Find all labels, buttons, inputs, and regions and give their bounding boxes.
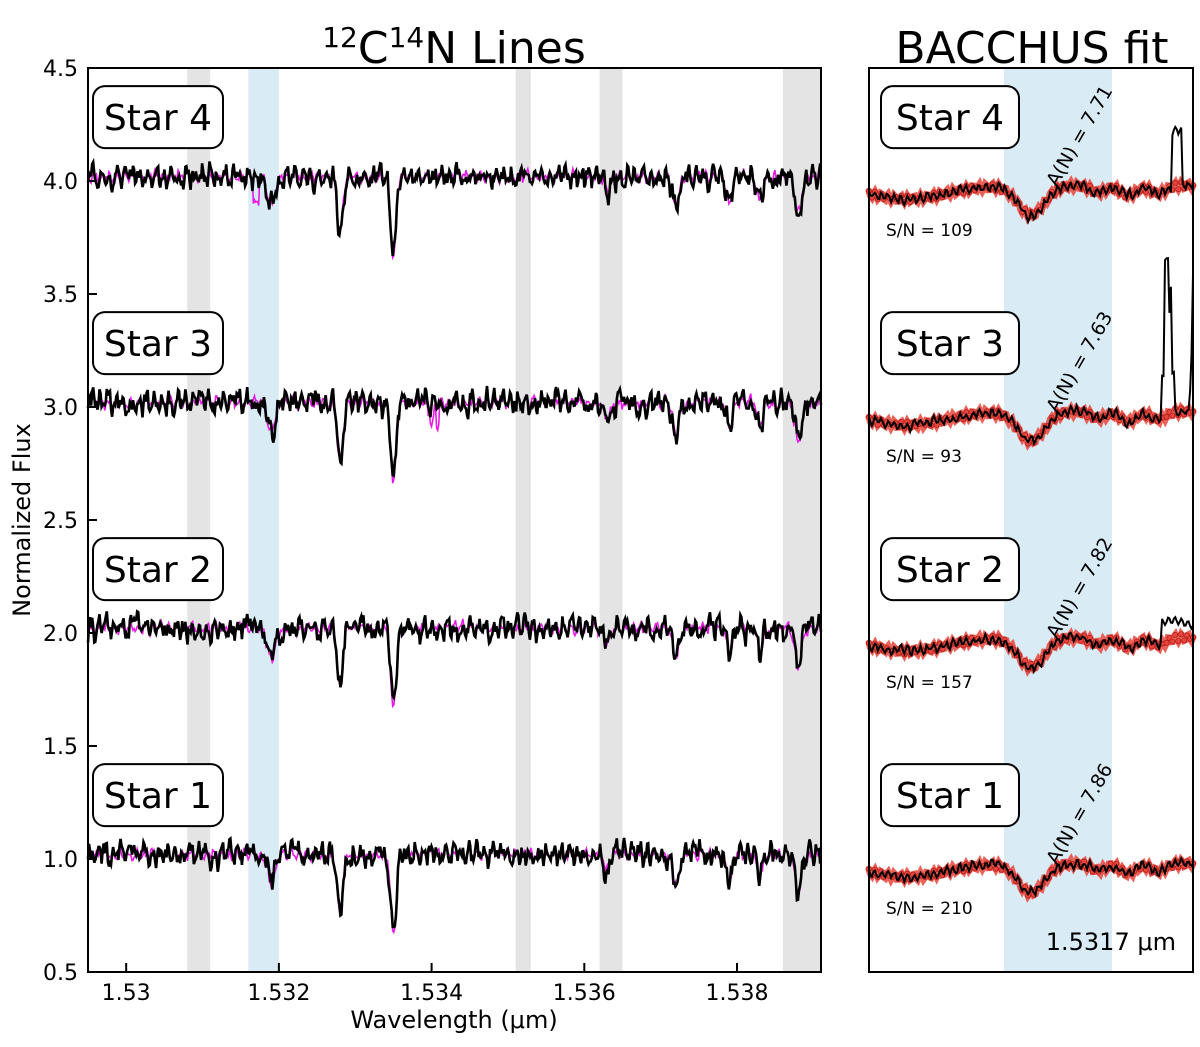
- masked-band-4: [782, 68, 821, 972]
- star-label-star-3: Star 3: [104, 324, 212, 365]
- fit-point: [1172, 632, 1179, 638]
- observed-spectrum-3: [86, 384, 823, 478]
- fit-star-label-box: [880, 537, 1020, 602]
- fit-point: [1163, 413, 1170, 420]
- x-tick-label: 1.534: [400, 981, 463, 1006]
- fit-star-label-box: [880, 311, 1020, 376]
- y-tick-label: 0.5: [43, 961, 78, 986]
- title-element-c: C: [358, 23, 389, 74]
- observed-spectrum-1: [86, 835, 822, 929]
- fit-star-label-box: [880, 85, 1020, 150]
- y-tick-label: 2.5: [43, 509, 78, 534]
- fit-point: [1175, 638, 1182, 644]
- left-chart-title: 12C14N Lines: [322, 21, 586, 74]
- y-tick-label: 4.0: [43, 170, 78, 195]
- right-chart-title: BACCHUS fit: [895, 23, 1168, 74]
- snr-label: S/N = 93: [886, 447, 962, 467]
- x-tick-label: 1.538: [706, 981, 769, 1006]
- observed-spectrum-2: [86, 609, 823, 702]
- y-tick-label: 3.5: [43, 283, 78, 308]
- star-label-box: [92, 311, 224, 376]
- snr-label: S/N = 210: [886, 899, 973, 919]
- left-axes: 0.5 1.0 1.5 2.0 2.5 3.0 3.5 4.0 4.5 1.53 1.532 1.53…: [43, 57, 769, 1006]
- star-label-box: [92, 763, 224, 828]
- masked-band-3: [599, 68, 623, 972]
- fit-point: [1169, 412, 1176, 419]
- fit-star-label-star-1: Star 1: [896, 776, 1004, 817]
- left-star-labels: Star 4 Star 3 Star 2 Star 1: [92, 85, 224, 828]
- y-axis-label: Normalized Flux: [8, 423, 36, 617]
- x-tick-label: 1.536: [553, 981, 616, 1006]
- y-tick-label: 1.5: [43, 735, 78, 760]
- fit-point: [1178, 631, 1185, 638]
- star-label-star-4: Star 4: [104, 98, 212, 139]
- y-tick-label: 4.5: [43, 57, 78, 82]
- y-tick-label: 1.0: [43, 848, 78, 873]
- masked-band-1: [187, 68, 211, 972]
- y-tick-label: 3.0: [43, 396, 78, 421]
- fit-observed-spectrum-2: [868, 615, 1194, 675]
- fit-observed-spectrum-3: [868, 256, 1194, 446]
- fit-point: [1163, 639, 1170, 646]
- masked-band-2: [515, 68, 531, 972]
- left-bands: [187, 68, 821, 972]
- fit-star-label-star-2: Star 2: [896, 550, 1004, 591]
- fit-observed-spectrum-1: [868, 855, 1194, 898]
- fit-point: [1172, 179, 1179, 186]
- y-tick-label: 2.0: [43, 622, 78, 647]
- title-mass-14: 14: [389, 21, 425, 54]
- title-suffix: Lines: [457, 23, 586, 74]
- fit-point: [874, 422, 881, 428]
- observed-spectrum-4: [86, 157, 822, 257]
- model-spectrum-1: [87, 843, 822, 935]
- snr-label: S/N = 109: [886, 221, 973, 241]
- star-label-box: [92, 85, 224, 150]
- right-plot-frame: [868, 67, 1194, 973]
- fit-star-label-box: [880, 763, 1020, 828]
- right-fits: [865, 124, 1197, 903]
- line-center-annotation: 1.5317 μm: [1046, 928, 1176, 956]
- title-mass-12: 12: [322, 21, 358, 54]
- snr-label: S/N = 157: [886, 673, 973, 693]
- title-element-n: N: [424, 23, 457, 74]
- fit-star-label-star-3: Star 3: [896, 324, 1004, 365]
- fit-point: [1169, 638, 1176, 645]
- star-label-star-1: Star 1: [104, 776, 212, 817]
- fit-point: [1181, 637, 1188, 644]
- model-spectrum-2: [87, 617, 822, 709]
- x-tick-label: 1.53: [102, 981, 151, 1006]
- fit-point: [1175, 186, 1182, 192]
- x-tick-label: 1.532: [247, 981, 310, 1006]
- left-spectra: [86, 157, 823, 935]
- cn-band-1: [248, 68, 279, 972]
- x-axis-label: Wavelength (μm): [350, 1006, 557, 1034]
- star-label-star-2: Star 2: [104, 550, 212, 591]
- fit-observed-spectrum-4: [868, 124, 1194, 225]
- star-label-box: [92, 537, 224, 602]
- fit-star-label-star-4: Star 4: [896, 98, 1004, 139]
